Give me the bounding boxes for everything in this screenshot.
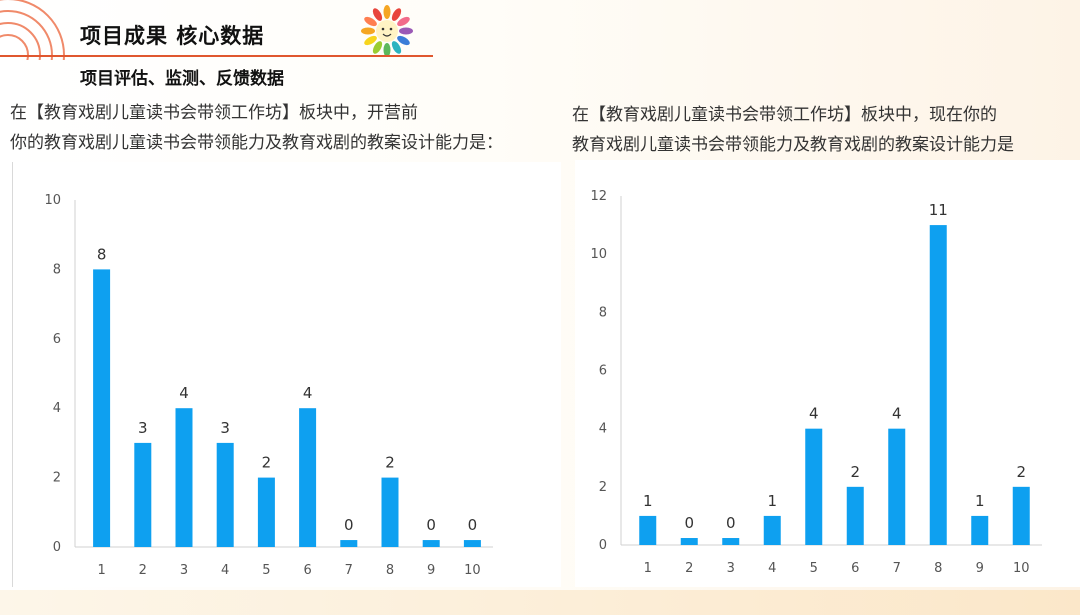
y-tick-label: 2 [53,471,61,486]
x-tick-label: 5 [810,561,818,576]
data-label: 11 [929,201,948,219]
y-tick-label: 6 [53,332,61,347]
y-tick-label: 8 [599,305,607,320]
title-underline [0,55,433,57]
x-tick-label: 8 [386,563,394,578]
x-tick-label: 3 [180,563,188,578]
x-tick-label: 6 [851,561,859,576]
x-tick-label: 10 [464,563,481,578]
data-label: 4 [892,405,902,423]
bar [639,515,657,545]
bar [257,477,275,547]
y-tick-label: 4 [53,401,61,416]
left-question-line-2: 你的教育戏剧儿童读书会带领能力及教育戏剧的教案设计能力是： [10,133,503,153]
right-question: 在【教育戏剧儿童读书会带领工作坊】板块中，现在你的 教育戏剧儿童读书会带领能力及… [572,100,1077,160]
data-label: 1 [975,492,985,510]
data-label: 0 [426,516,436,534]
y-tick-label: 10 [44,193,61,208]
bottom-decoration-band [0,590,1080,615]
bar [1012,486,1030,545]
bar [175,408,193,547]
x-tick-label: 1 [644,561,652,576]
bar [422,540,440,547]
x-tick-label: 9 [976,561,984,576]
y-tick-label: 4 [599,422,607,437]
bar [888,428,906,545]
data-label: 2 [1016,463,1026,481]
y-tick-label: 6 [599,364,607,379]
sun-logo-icon [361,5,413,57]
bar [299,408,317,547]
bar [846,486,864,545]
data-label: 4 [809,405,819,423]
left-chart-panel: 0 2 4 6 8 10 8 1 3 2 4 3 3 4 2 5 4 6 0 7 2 8 0 9 0 10 [12,162,561,587]
x-tick-label: 6 [303,563,311,578]
x-tick-label: 7 [893,561,901,576]
data-label: 8 [97,245,107,263]
bar [929,225,947,545]
bar [93,269,111,547]
data-label: 0 [468,516,478,534]
x-tick-label: 2 [139,563,147,578]
x-tick-label: 2 [685,561,693,576]
bar [134,442,152,547]
page-subtitle: 项目评估、监测、反馈数据 [80,69,284,89]
bar [463,540,481,547]
right-question-line-2: 教育戏剧儿童读书会带领能力及教育戏剧的教案设计能力是 [572,135,1014,155]
x-tick-label: 5 [262,563,270,578]
data-label: 1 [643,492,653,510]
bar [340,540,358,547]
y-tick-label: 0 [599,538,607,553]
y-tick-label: 10 [590,247,607,262]
bar [805,428,823,545]
bar [381,477,399,547]
left-question: 在【教育戏剧儿童读书会带领工作坊】板块中，开营前 你的教育戏剧儿童读书会带领能力… [10,98,565,158]
bar [680,538,698,545]
left-bar-chart: 0 2 4 6 8 10 8 1 3 2 4 3 3 4 2 5 4 6 0 7 2 8 0 9 0 10 [44,193,493,578]
x-tick-label: 1 [97,563,105,578]
data-label: 0 [684,514,694,532]
y-tick-label: 12 [590,189,607,204]
data-label: 4 [303,384,313,402]
bar [971,515,989,545]
data-label: 0 [344,516,354,534]
left-question-line-1: 在【教育戏剧儿童读书会带领工作坊】板块中，开营前 [10,103,418,123]
x-tick-label: 10 [1013,561,1030,576]
x-tick-label: 7 [345,563,353,578]
bar [722,538,740,545]
x-tick-label: 4 [221,563,229,578]
corner-arcs-decoration [0,0,65,60]
data-label: 1 [767,492,777,510]
data-label: 2 [850,463,860,481]
x-tick-label: 8 [934,561,942,576]
data-label: 2 [262,454,272,472]
y-tick-label: 8 [53,262,61,277]
data-label: 0 [726,514,736,532]
x-tick-label: 9 [427,563,435,578]
right-question-line-1: 在【教育戏剧儿童读书会带领工作坊】板块中，现在你的 [572,105,997,125]
data-label: 3 [138,419,148,437]
data-label: 3 [220,419,230,437]
data-label: 4 [179,384,189,402]
right-chart-panel: 0 2 4 6 8 10 12 1 1 0 2 0 3 1 4 4 5 2 6 4 7 11 8 1 9 2 10 [575,160,1080,587]
bar [216,442,234,547]
y-tick-label: 2 [599,480,607,495]
x-tick-label: 3 [727,561,735,576]
page-title: 项目成果 核心数据 [80,24,265,48]
bar [763,515,781,545]
y-tick-label: 0 [53,540,61,555]
x-tick-label: 4 [768,561,776,576]
data-label: 2 [385,454,395,472]
